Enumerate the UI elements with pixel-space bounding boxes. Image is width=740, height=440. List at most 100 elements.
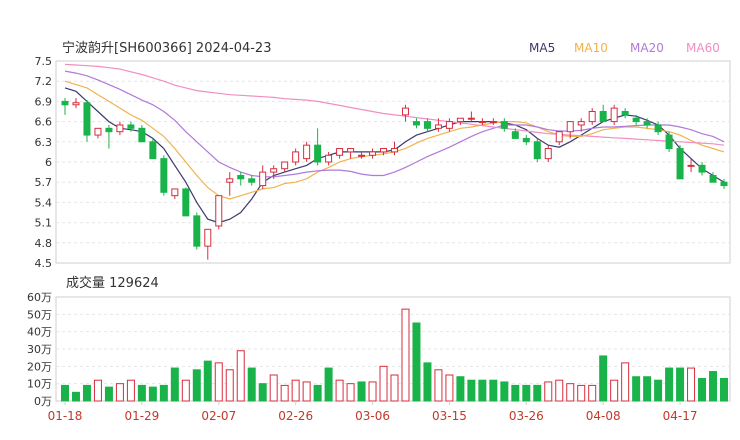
candle-body	[632, 117, 640, 123]
price-y-tick: 4.5	[35, 257, 53, 270]
candle-body	[369, 151, 377, 156]
volume-bar	[522, 384, 531, 402]
ma-line-ma60	[64, 63, 725, 146]
volume-y-tick: 10万	[27, 378, 52, 391]
candlestick	[292, 148, 300, 166]
date-label: 01-18	[48, 409, 83, 423]
candle-body	[555, 131, 563, 143]
candlestick	[467, 111, 475, 122]
volume-bar	[104, 386, 113, 402]
legend: MA5 MA10 MA20 MA60	[529, 41, 720, 55]
volume-bar	[544, 381, 553, 402]
volume-bar	[698, 377, 707, 402]
volume-bar	[71, 391, 80, 402]
candlestick	[149, 138, 157, 160]
candlestick	[193, 212, 201, 250]
candlestick	[259, 165, 267, 189]
volume-bar	[291, 379, 300, 402]
candle-body	[248, 178, 256, 183]
candlestick	[116, 121, 124, 136]
candlestick	[423, 118, 431, 132]
volume-bar	[203, 360, 212, 402]
price-y-tick: 5.1	[35, 217, 53, 230]
candlestick	[577, 118, 585, 132]
price-y-tick: 6.6	[35, 116, 53, 129]
candlestick	[226, 172, 234, 196]
volume-bar	[621, 362, 630, 402]
candlestick	[511, 128, 519, 139]
candlestick	[314, 128, 322, 166]
candlestick	[83, 100, 91, 142]
date-label: 01-29	[124, 409, 159, 423]
volume-bar	[115, 383, 124, 402]
candle-body	[456, 117, 464, 123]
volume-bar	[643, 376, 652, 402]
volume-y-tick: 0万	[34, 395, 52, 408]
volume-bar	[478, 379, 487, 402]
candlestick	[566, 121, 574, 139]
candle-body	[522, 137, 530, 143]
date-label: 04-17	[663, 409, 698, 423]
price-y-tick: 4.8	[35, 237, 53, 250]
volume-y-tick: 30万	[27, 343, 52, 356]
candle-body	[654, 124, 662, 133]
date-label: 03-15	[432, 409, 467, 423]
volume-bar	[665, 367, 674, 402]
candlestick	[182, 187, 190, 217]
candlestick	[599, 104, 607, 123]
volume-bar	[93, 379, 102, 402]
candle-body	[116, 124, 124, 133]
price-y-tick: 7.5	[35, 55, 53, 68]
volume-bar	[434, 369, 443, 402]
candlestick	[632, 114, 640, 125]
candle-body	[149, 141, 157, 160]
volume-bar	[181, 379, 190, 402]
volume-y-tick: 60万	[27, 291, 52, 304]
candlestick	[665, 131, 673, 152]
volume-bar	[401, 308, 410, 402]
volume-bar	[577, 384, 586, 402]
candlestick	[380, 148, 388, 156]
candlestick	[544, 145, 552, 162]
candlestick	[709, 172, 717, 183]
candle-body	[467, 117, 475, 120]
volume-bar	[687, 367, 696, 402]
volume-bar	[445, 374, 454, 402]
date-label: 04-08	[586, 409, 621, 423]
candlestick	[698, 162, 706, 176]
volume-bar	[599, 355, 608, 402]
candlestick	[248, 175, 256, 186]
candle-body	[72, 102, 80, 106]
candle-body	[336, 148, 344, 156]
volume-bar	[346, 383, 355, 402]
candlestick	[555, 131, 563, 146]
candlestick	[533, 138, 541, 162]
candlestick	[270, 165, 278, 179]
candle-body	[599, 111, 607, 123]
volume-bar	[588, 384, 597, 402]
candle-body	[94, 127, 102, 136]
volume-bar	[258, 383, 267, 402]
candlestick	[237, 172, 245, 186]
volume-bar	[709, 371, 718, 402]
volume-bar	[456, 376, 465, 402]
volume-bar	[313, 384, 322, 402]
candle-body	[138, 127, 146, 143]
candle-body	[160, 158, 168, 193]
volume-bar	[236, 350, 245, 402]
volume-bar	[379, 365, 388, 402]
candle-body	[489, 121, 497, 124]
candlestick	[160, 155, 168, 196]
ma-line-ma20	[64, 70, 725, 178]
volume-bar	[500, 381, 509, 402]
candlestick	[391, 141, 398, 156]
candle-body	[500, 121, 508, 129]
volume-bar	[61, 384, 69, 402]
candle-body	[423, 121, 431, 129]
volume-bar	[126, 379, 135, 402]
candle-body	[292, 151, 300, 163]
volume-bar	[302, 381, 311, 402]
candle-body	[303, 144, 311, 160]
candlestick	[325, 151, 333, 166]
volume-bar	[368, 381, 377, 402]
